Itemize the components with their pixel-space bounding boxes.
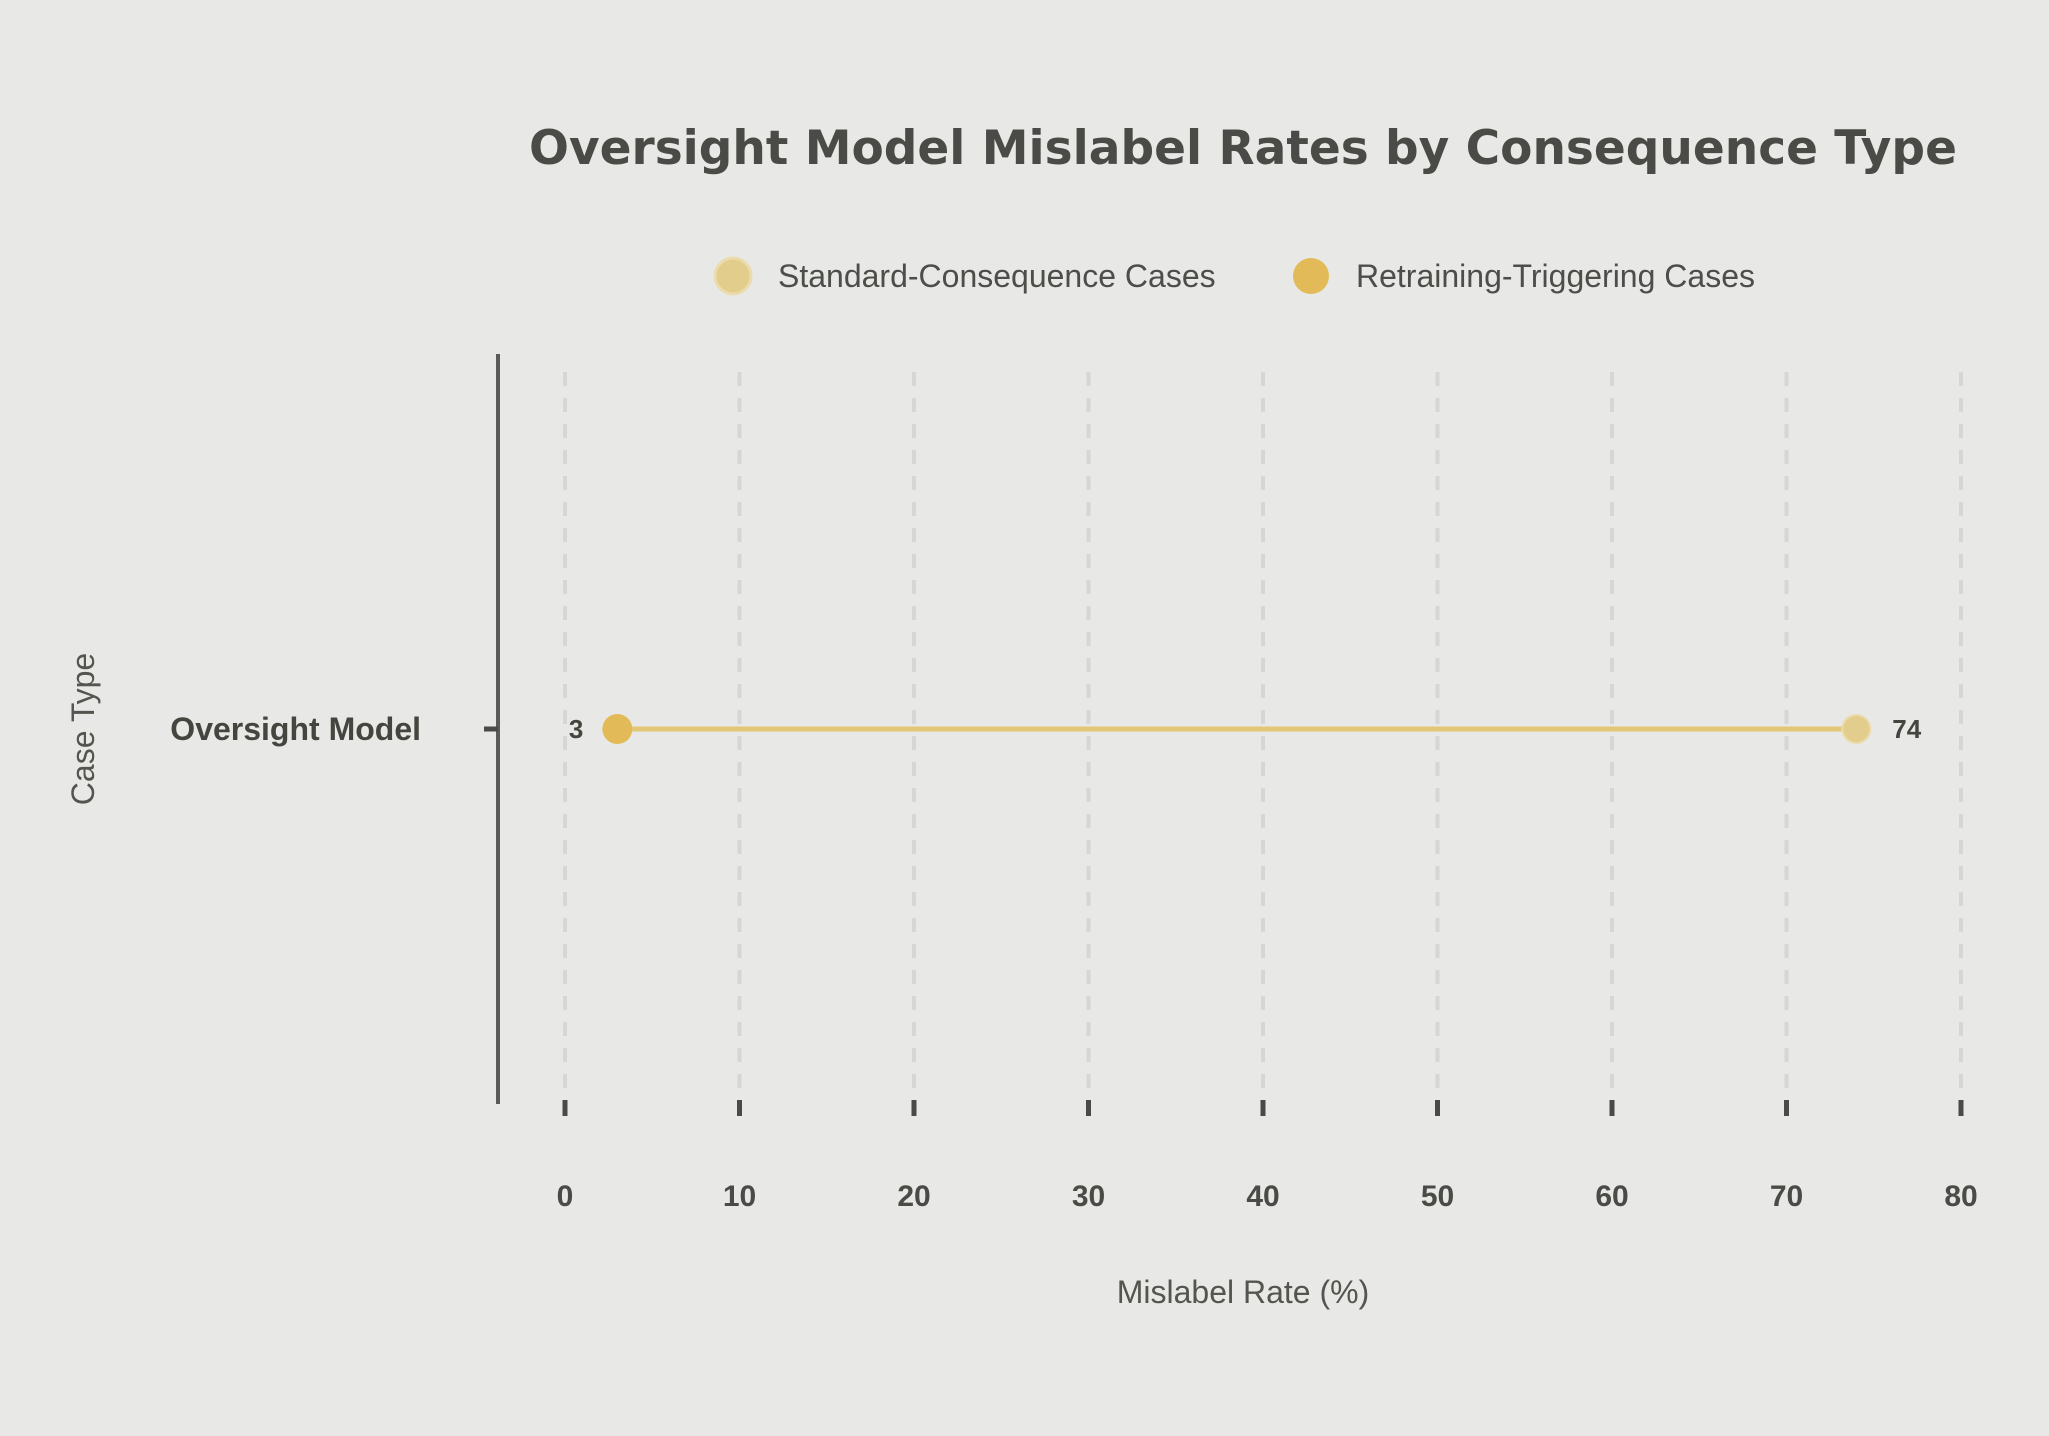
y-axis-title: Case Type bbox=[65, 653, 101, 805]
x-tick-label: 50 bbox=[1421, 1180, 1454, 1213]
legend-label-standard: Standard-Consequence Cases bbox=[778, 258, 1216, 294]
x-axis-title: Mislabel Rate (%) bbox=[1117, 1274, 1370, 1310]
x-axis-tick-labels: 0 10 20 30 40 50 60 70 80 bbox=[557, 1180, 1978, 1213]
point-standard-consequence bbox=[1841, 714, 1872, 744]
value-label: 74 bbox=[1892, 714, 1921, 744]
x-tick-label: 30 bbox=[1072, 1180, 1105, 1213]
legend: Standard-Consequence Cases Retraining-Tr… bbox=[713, 256, 1755, 296]
gridlines bbox=[563, 372, 1963, 1092]
point-retraining-triggering bbox=[602, 714, 633, 744]
x-axis-ticks bbox=[562, 1100, 1964, 1116]
legend-marker-standard bbox=[713, 256, 753, 296]
legend-label-retraining: Retraining-Triggering Cases bbox=[1356, 258, 1755, 294]
legend-marker-retraining bbox=[1293, 258, 1329, 294]
x-tick-label: 80 bbox=[1944, 1180, 1977, 1213]
x-tick-label: 0 bbox=[557, 1180, 574, 1213]
x-tick-label: 40 bbox=[1246, 1180, 1279, 1213]
category-label: Oversight Model bbox=[170, 711, 421, 747]
x-tick-label: 10 bbox=[723, 1180, 756, 1213]
x-tick-label: 20 bbox=[897, 1180, 930, 1213]
x-tick-label: 60 bbox=[1595, 1180, 1628, 1213]
value-label: 3 bbox=[569, 714, 583, 744]
x-tick-label: 70 bbox=[1770, 1180, 1803, 1213]
chart-title: Oversight Model Mislabel Rates by Conseq… bbox=[529, 121, 1957, 176]
data-rows: Oversight Model 3 74 bbox=[170, 711, 1921, 747]
